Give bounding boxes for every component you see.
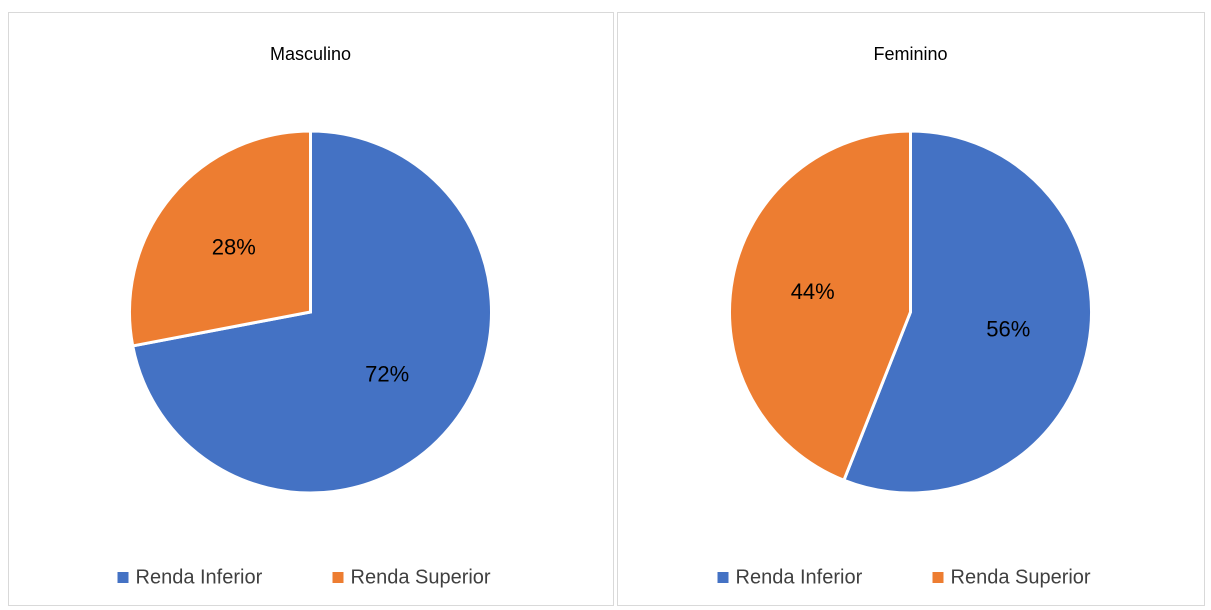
legend-swatch <box>717 572 729 583</box>
data-label: 56% <box>986 316 1030 341</box>
legend-swatch <box>932 572 944 583</box>
chart-panel <box>617 12 1205 606</box>
pie-slice <box>728 129 912 483</box>
pie-slice <box>130 129 493 495</box>
data-label: 28% <box>212 234 256 259</box>
chart-title: Masculino <box>270 44 351 64</box>
legend-label: Renda Inferior <box>736 566 863 588</box>
pie-slice <box>128 129 312 348</box>
legend-swatch <box>332 572 344 583</box>
legend-swatch <box>117 572 129 583</box>
data-label: 72% <box>365 361 409 386</box>
data-label: 44% <box>791 279 835 304</box>
legend-label: Renda Superior <box>351 566 491 588</box>
legend-label: Renda Superior <box>951 566 1091 588</box>
pie-slice <box>841 129 1093 495</box>
legend-label: Renda Inferior <box>136 566 263 588</box>
chart-title: Feminino <box>873 44 947 64</box>
